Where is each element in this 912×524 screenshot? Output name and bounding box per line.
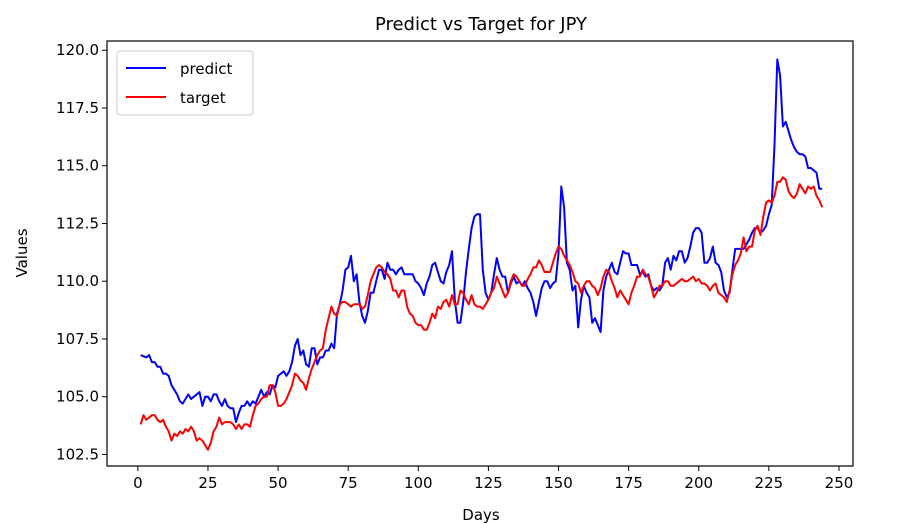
x-tick-label: 25 bbox=[198, 474, 217, 492]
x-tick-label: 200 bbox=[684, 474, 713, 492]
x-tick-label: 175 bbox=[614, 474, 643, 492]
chart-title: Predict vs Target for JPY bbox=[375, 14, 588, 35]
x-axis: 0 25 50 75 100 125 150 175 200 225 250 bbox=[133, 466, 853, 492]
y-tick-label: 110.0 bbox=[56, 272, 99, 290]
y-tick-label: 112.5 bbox=[56, 214, 99, 232]
y-axis-label: Values bbox=[13, 228, 31, 277]
x-tick-label: 125 bbox=[474, 474, 503, 492]
plot-area bbox=[139, 58, 824, 451]
y-tick-label: 120.0 bbox=[56, 41, 99, 59]
y-axis: 102.5 105.0 107.5 110.0 112.5 115.0 117.5 120.0 bbox=[56, 41, 107, 463]
x-axis-label: Days bbox=[462, 506, 500, 524]
series-line-target bbox=[139, 176, 824, 451]
x-tick-label: 0 bbox=[133, 474, 143, 492]
y-tick-label: 117.5 bbox=[56, 99, 99, 117]
legend-label-predict: predict bbox=[180, 60, 233, 78]
y-tick-label: 107.5 bbox=[56, 330, 99, 348]
y-tick-label: 102.5 bbox=[56, 445, 99, 463]
x-tick-label: 250 bbox=[825, 474, 854, 492]
x-tick-label: 100 bbox=[404, 474, 433, 492]
x-tick-label: 150 bbox=[544, 474, 573, 492]
x-tick-label: 225 bbox=[755, 474, 784, 492]
x-tick-label: 50 bbox=[269, 474, 288, 492]
series-line-predict bbox=[140, 58, 823, 424]
y-tick-label: 105.0 bbox=[56, 388, 99, 406]
legend: predict target bbox=[116, 50, 254, 116]
x-tick-label: 75 bbox=[339, 474, 358, 492]
y-tick-label: 115.0 bbox=[56, 157, 99, 175]
legend-label-target: target bbox=[180, 89, 226, 107]
plot-frame bbox=[106, 40, 854, 467]
